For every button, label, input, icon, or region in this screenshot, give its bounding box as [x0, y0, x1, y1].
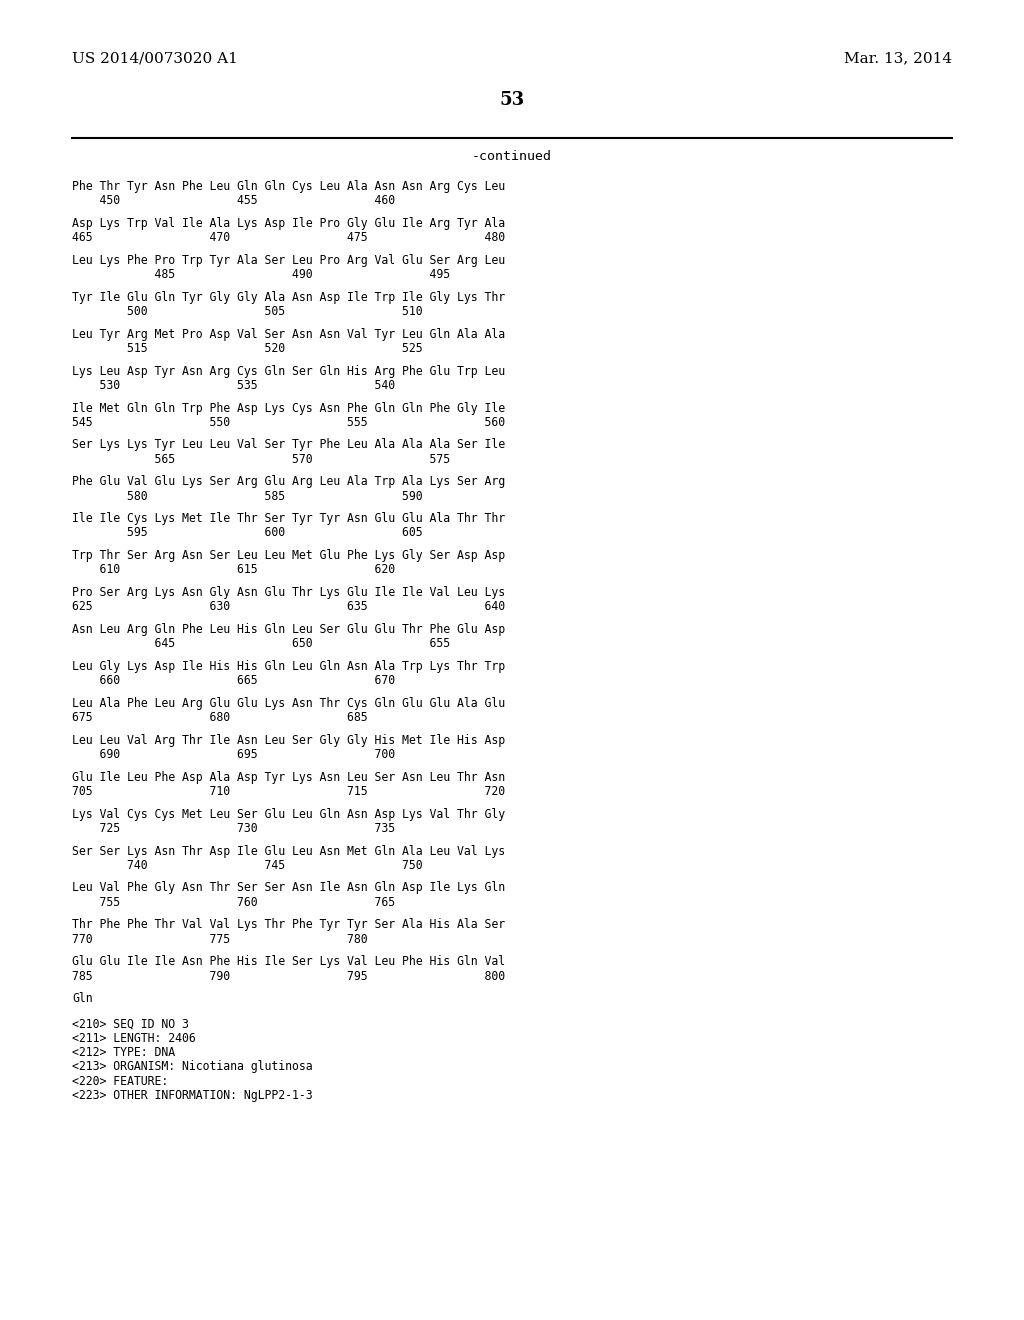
Text: Leu Gly Lys Asp Ile His His Gln Leu Gln Asn Ala Trp Lys Thr Trp: Leu Gly Lys Asp Ile His His Gln Leu Gln …: [72, 660, 505, 673]
Text: Glu Ile Leu Phe Asp Ala Asp Tyr Lys Asn Leu Ser Asn Leu Thr Asn: Glu Ile Leu Phe Asp Ala Asp Tyr Lys Asn …: [72, 771, 505, 784]
Text: 755                 760                 765: 755 760 765: [72, 896, 395, 908]
Text: Leu Ala Phe Leu Arg Glu Glu Lys Asn Thr Cys Gln Glu Glu Ala Glu: Leu Ala Phe Leu Arg Glu Glu Lys Asn Thr …: [72, 697, 505, 710]
Text: Leu Val Phe Gly Asn Thr Ser Ser Asn Ile Asn Gln Asp Ile Lys Gln: Leu Val Phe Gly Asn Thr Ser Ser Asn Ile …: [72, 882, 505, 895]
Text: 660                 665                 670: 660 665 670: [72, 675, 395, 688]
Text: Leu Tyr Arg Met Pro Asp Val Ser Asn Asn Val Tyr Leu Gln Ala Ala: Leu Tyr Arg Met Pro Asp Val Ser Asn Asn …: [72, 327, 505, 341]
Text: 530                 535                 540: 530 535 540: [72, 379, 395, 392]
Text: 675                 680                 685: 675 680 685: [72, 711, 368, 725]
Text: Phe Glu Val Glu Lys Ser Arg Glu Arg Leu Ala Trp Ala Lys Ser Arg: Phe Glu Val Glu Lys Ser Arg Glu Arg Leu …: [72, 475, 505, 488]
Text: Phe Thr Tyr Asn Phe Leu Gln Gln Cys Leu Ala Asn Asn Arg Cys Leu: Phe Thr Tyr Asn Phe Leu Gln Gln Cys Leu …: [72, 180, 505, 193]
Text: 705                 710                 715                 720: 705 710 715 720: [72, 785, 505, 797]
Text: 545                 550                 555                 560: 545 550 555 560: [72, 416, 505, 429]
Text: <213> ORGANISM: Nicotiana glutinosa: <213> ORGANISM: Nicotiana glutinosa: [72, 1060, 312, 1073]
Text: Leu Leu Val Arg Thr Ile Asn Leu Ser Gly Gly His Met Ile His Asp: Leu Leu Val Arg Thr Ile Asn Leu Ser Gly …: [72, 734, 505, 747]
Text: 785                 790                 795                 800: 785 790 795 800: [72, 969, 505, 982]
Text: 450                 455                 460: 450 455 460: [72, 194, 395, 207]
Text: 645                 650                 655: 645 650 655: [72, 638, 451, 651]
Text: 465                 470                 475                 480: 465 470 475 480: [72, 231, 505, 244]
Text: Gln: Gln: [72, 993, 92, 1006]
Text: Ile Met Gln Gln Trp Phe Asp Lys Cys Asn Phe Gln Gln Phe Gly Ile: Ile Met Gln Gln Trp Phe Asp Lys Cys Asn …: [72, 401, 505, 414]
Text: Lys Val Cys Cys Met Leu Ser Glu Leu Gln Asn Asp Lys Val Thr Gly: Lys Val Cys Cys Met Leu Ser Glu Leu Gln …: [72, 808, 505, 821]
Text: Tyr Ile Glu Gln Tyr Gly Gly Ala Asn Asp Ile Trp Ile Gly Lys Thr: Tyr Ile Glu Gln Tyr Gly Gly Ala Asn Asp …: [72, 290, 505, 304]
Text: 580                 585                 590: 580 585 590: [72, 490, 423, 503]
Text: Ile Ile Cys Lys Met Ile Thr Ser Tyr Tyr Asn Glu Glu Ala Thr Thr: Ile Ile Cys Lys Met Ile Thr Ser Tyr Tyr …: [72, 512, 505, 525]
Text: 770                 775                 780: 770 775 780: [72, 933, 368, 945]
Text: 740                 745                 750: 740 745 750: [72, 859, 423, 871]
Text: 565                 570                 575: 565 570 575: [72, 453, 451, 466]
Text: 53: 53: [500, 91, 524, 110]
Text: 725                 730                 735: 725 730 735: [72, 822, 395, 834]
Text: <220> FEATURE:: <220> FEATURE:: [72, 1074, 168, 1088]
Text: 595                 600                 605: 595 600 605: [72, 527, 423, 540]
Text: Leu Lys Phe Pro Trp Tyr Ala Ser Leu Pro Arg Val Glu Ser Arg Leu: Leu Lys Phe Pro Trp Tyr Ala Ser Leu Pro …: [72, 253, 505, 267]
Text: US 2014/0073020 A1: US 2014/0073020 A1: [72, 51, 238, 65]
Text: 610                 615                 620: 610 615 620: [72, 564, 395, 577]
Text: 485                 490                 495: 485 490 495: [72, 268, 451, 281]
Text: Lys Leu Asp Tyr Asn Arg Cys Gln Ser Gln His Arg Phe Glu Trp Leu: Lys Leu Asp Tyr Asn Arg Cys Gln Ser Gln …: [72, 364, 505, 378]
Text: Ser Lys Lys Tyr Leu Leu Val Ser Tyr Phe Leu Ala Ala Ala Ser Ile: Ser Lys Lys Tyr Leu Leu Val Ser Tyr Phe …: [72, 438, 505, 451]
Text: <223> OTHER INFORMATION: NgLPP2-1-3: <223> OTHER INFORMATION: NgLPP2-1-3: [72, 1089, 312, 1102]
Text: Trp Thr Ser Arg Asn Ser Leu Leu Met Glu Phe Lys Gly Ser Asp Asp: Trp Thr Ser Arg Asn Ser Leu Leu Met Glu …: [72, 549, 505, 562]
Text: Glu Glu Ile Ile Asn Phe His Ile Ser Lys Val Leu Phe His Gln Val: Glu Glu Ile Ile Asn Phe His Ile Ser Lys …: [72, 956, 505, 969]
Text: <212> TYPE: DNA: <212> TYPE: DNA: [72, 1047, 175, 1059]
Text: <211> LENGTH: 2406: <211> LENGTH: 2406: [72, 1032, 196, 1045]
Text: -continued: -continued: [472, 150, 552, 162]
Text: 690                 695                 700: 690 695 700: [72, 748, 395, 762]
Text: 515                 520                 525: 515 520 525: [72, 342, 423, 355]
Text: 500                 505                 510: 500 505 510: [72, 305, 423, 318]
Text: 625                 630                 635                 640: 625 630 635 640: [72, 601, 505, 614]
Text: <210> SEQ ID NO 3: <210> SEQ ID NO 3: [72, 1018, 188, 1031]
Text: Ser Ser Lys Asn Thr Asp Ile Glu Leu Asn Met Gln Ala Leu Val Lys: Ser Ser Lys Asn Thr Asp Ile Glu Leu Asn …: [72, 845, 505, 858]
Text: Asn Leu Arg Gln Phe Leu His Gln Leu Ser Glu Glu Thr Phe Glu Asp: Asn Leu Arg Gln Phe Leu His Gln Leu Ser …: [72, 623, 505, 636]
Text: Asp Lys Trp Val Ile Ala Lys Asp Ile Pro Gly Glu Ile Arg Tyr Ala: Asp Lys Trp Val Ile Ala Lys Asp Ile Pro …: [72, 216, 505, 230]
Text: Pro Ser Arg Lys Asn Gly Asn Glu Thr Lys Glu Ile Ile Val Leu Lys: Pro Ser Arg Lys Asn Gly Asn Glu Thr Lys …: [72, 586, 505, 599]
Text: Thr Phe Phe Thr Val Val Lys Thr Phe Tyr Tyr Ser Ala His Ala Ser: Thr Phe Phe Thr Val Val Lys Thr Phe Tyr …: [72, 919, 505, 932]
Text: Mar. 13, 2014: Mar. 13, 2014: [844, 51, 952, 65]
